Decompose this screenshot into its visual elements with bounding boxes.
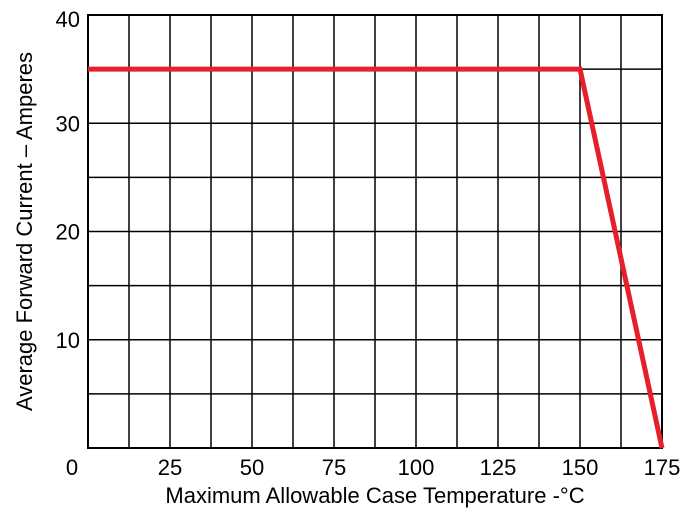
x-tick-label: 150	[562, 455, 599, 480]
x-tick-labels: 0 25 50 75 100 125 150 175	[66, 455, 680, 480]
x-tick-label: 125	[480, 455, 517, 480]
series-layer	[88, 66, 665, 449]
x-axis-title: Maximum Allowable Case Temperature -°C	[165, 483, 584, 508]
x-tick-label: 175	[644, 455, 681, 480]
x-tick-label: 50	[240, 455, 264, 480]
x-tick-label: 100	[398, 455, 435, 480]
x-tick-label: 75	[322, 455, 346, 480]
grid-lines	[88, 15, 662, 448]
y-tick-label: 10	[56, 328, 80, 353]
y-tick-label: 30	[56, 111, 80, 136]
x-tick-label: 25	[158, 455, 182, 480]
series-line-0	[88, 66, 665, 449]
y-tick-label: 20	[56, 220, 80, 245]
y-tick-label: 40	[56, 7, 80, 32]
plot-frame	[87, 14, 663, 449]
y-tick-labels: 10 20 30 40	[56, 7, 80, 353]
y-axis-title: Average Forward Current – Amperes	[12, 52, 37, 411]
x-tick-label: 0	[66, 455, 78, 480]
